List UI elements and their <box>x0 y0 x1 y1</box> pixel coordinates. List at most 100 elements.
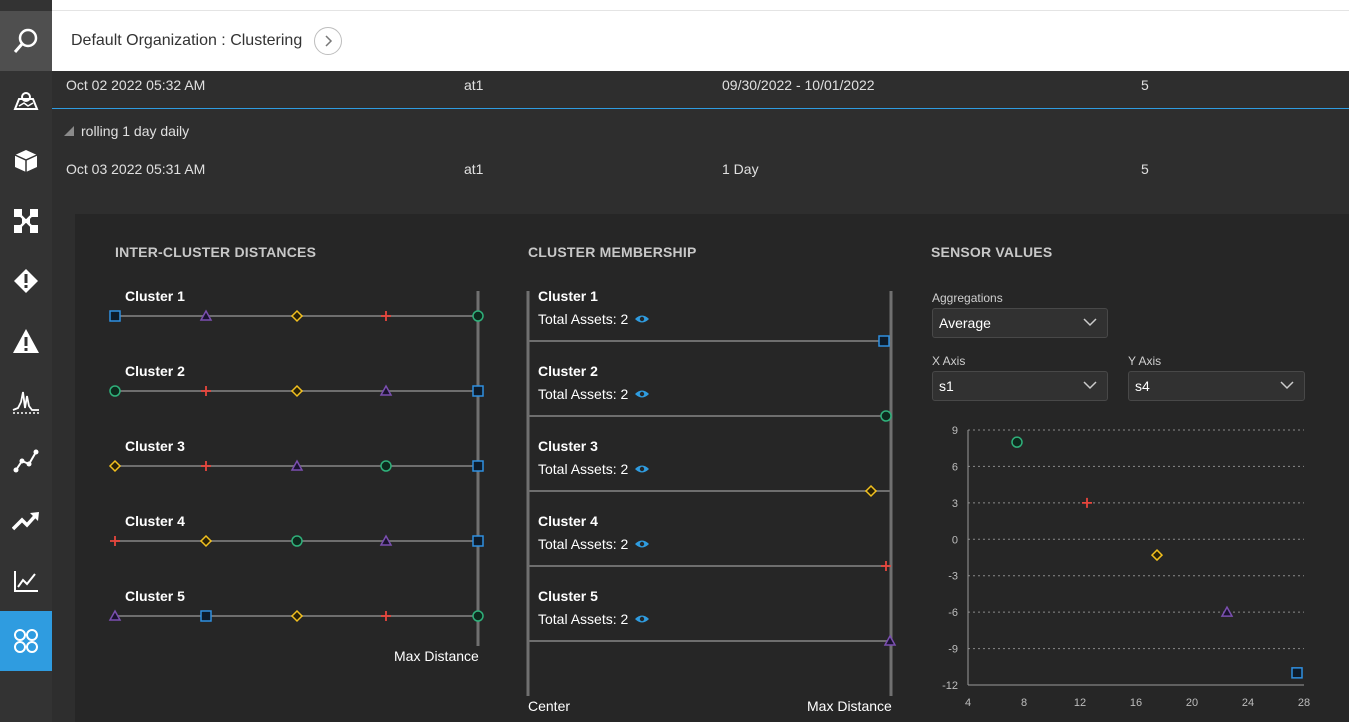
table-row[interactable]: Oct 03 2022 05:31 AM at1 1 Day 5 <box>52 155 1349 183</box>
scatter-point <box>1011 436 1023 448</box>
aggregations-label: Aggregations <box>932 291 1003 305</box>
y-tick-label: 3 <box>952 498 958 510</box>
scatter-point <box>1220 605 1234 617</box>
sidebar-item-charts[interactable] <box>0 551 52 611</box>
distance-marker <box>472 310 484 322</box>
membership-marker <box>878 335 890 347</box>
distance-marker <box>199 309 213 321</box>
x-tick-label: 20 <box>1186 697 1198 709</box>
breadcrumb-forward-button[interactable] <box>314 27 343 55</box>
membership-cluster-label: Cluster 4 <box>538 513 598 529</box>
x-tick-label: 16 <box>1130 697 1142 709</box>
distance-marker <box>108 609 122 621</box>
membership-marker <box>864 484 878 498</box>
y-tick-label: -12 <box>942 680 958 692</box>
membership-marker <box>881 561 891 571</box>
total-assets-text: Total Assets: 2 <box>538 611 629 627</box>
y-tick-label: 6 <box>952 461 958 473</box>
distance-marker <box>472 610 484 622</box>
distance-marker <box>380 460 392 472</box>
chevron-down-icon <box>1083 381 1097 390</box>
distance-cluster-label: Cluster 3 <box>125 438 185 454</box>
run-asset: at1 <box>464 161 484 177</box>
eye-icon[interactable] <box>634 539 650 549</box>
eye-icon[interactable] <box>634 389 650 399</box>
total-assets-text: Total Assets: 2 <box>538 311 629 327</box>
sidebar-item-signals[interactable] <box>0 371 52 431</box>
sensor-title: SENSOR VALUES <box>931 244 1053 260</box>
x-tick-label: 4 <box>965 697 971 709</box>
y-tick-label: -6 <box>948 607 958 619</box>
top-strip <box>52 0 1349 11</box>
group-header[interactable]: rolling 1 day daily <box>64 123 189 139</box>
distance-cluster-label: Cluster 5 <box>125 588 185 604</box>
eye-icon[interactable] <box>634 614 650 624</box>
scatter-icon <box>13 449 39 473</box>
y-axis-label: Y Axis <box>1128 354 1162 368</box>
clusters-icon <box>14 629 38 653</box>
y-tick-label: -9 <box>948 644 958 656</box>
run-asset: at1 <box>464 77 484 93</box>
membership-center-label: Center <box>528 698 571 714</box>
distance-marker <box>290 609 304 623</box>
membership-cluster-label: Cluster 3 <box>538 438 598 454</box>
total-assets-text: Total Assets: 2 <box>538 461 629 477</box>
aggregation-select[interactable]: Average <box>932 308 1108 338</box>
distance-marker <box>472 385 484 397</box>
run-range: 09/30/2022 - 10/01/2022 <box>722 77 875 93</box>
distance-marker <box>472 535 484 547</box>
sidebar-item-map[interactable] <box>0 71 52 131</box>
x-axis-value: s1 <box>939 378 954 394</box>
cluster-detail-panel: INTER-CLUSTER DISTANCES Cluster 1 Cluste… <box>75 214 1349 722</box>
run-range: 1 Day <box>722 161 759 177</box>
page-header: Default Organization : Clustering <box>52 11 1349 71</box>
sidebar-item-search[interactable] <box>0 11 52 71</box>
sidebar-item-network[interactable] <box>0 191 52 251</box>
membership-total: Total Assets: 2 <box>538 461 650 477</box>
distance-marker <box>200 610 212 622</box>
runs-list: Oct 02 2022 05:32 AM at1 09/30/2022 - 10… <box>52 71 1349 214</box>
y-tick-label: -3 <box>948 571 958 583</box>
scatter-point <box>1150 549 1164 562</box>
scatter-point <box>1082 497 1092 508</box>
x-axis-select[interactable]: s1 <box>932 371 1108 401</box>
distance-marker <box>291 535 303 547</box>
chevron-down-icon <box>1083 318 1097 327</box>
distance-marker <box>108 459 122 473</box>
run-count: 5 <box>1141 161 1149 177</box>
membership-cluster-label: Cluster 1 <box>538 288 598 304</box>
membership-total: Total Assets: 2 <box>538 386 650 402</box>
scatter-point <box>1291 667 1303 679</box>
distance-marker <box>381 611 391 621</box>
table-row[interactable]: Oct 02 2022 05:32 AM at1 09/30/2022 - 10… <box>52 71 1349 99</box>
total-assets-text: Total Assets: 2 <box>538 386 629 402</box>
sidebar-item-warnings[interactable] <box>0 311 52 371</box>
sidebar-item-assets[interactable] <box>0 131 52 191</box>
y-axis-select[interactable]: s4 <box>1128 371 1305 401</box>
eye-icon[interactable] <box>634 464 650 474</box>
membership-max-label: Max Distance <box>807 698 892 714</box>
membership-title: CLUSTER MEMBERSHIP <box>528 244 697 260</box>
x-axis-label: X Axis <box>932 354 966 368</box>
sidebar-item-trends[interactable] <box>0 491 52 551</box>
total-assets-text: Total Assets: 2 <box>538 536 629 552</box>
x-tick-label: 28 <box>1298 697 1310 709</box>
sidebar-item-scatter[interactable] <box>0 431 52 491</box>
distance-marker <box>290 459 304 471</box>
distance-cluster-label: Cluster 4 <box>125 513 185 529</box>
distance-marker <box>379 384 393 396</box>
distance-marker <box>290 384 304 398</box>
chevron-right-icon <box>325 35 333 47</box>
box-icon <box>14 150 38 172</box>
distances-title: INTER-CLUSTER DISTANCES <box>115 244 317 260</box>
collapse-triangle-icon <box>64 126 74 136</box>
distance-marker <box>109 310 121 322</box>
eye-icon[interactable] <box>634 314 650 324</box>
sidebar-item-clustering[interactable] <box>0 611 52 671</box>
membership-total: Total Assets: 2 <box>538 311 650 327</box>
panel-graphics: 9 6 3 0 -3 -6 -9 -12 4 8 12 16 20 24 28 <box>108 291 1310 709</box>
sidebar-item-alerts[interactable] <box>0 251 52 311</box>
distance-marker <box>472 460 484 472</box>
line-chart-icon <box>14 571 38 592</box>
membership-total: Total Assets: 2 <box>538 536 650 552</box>
